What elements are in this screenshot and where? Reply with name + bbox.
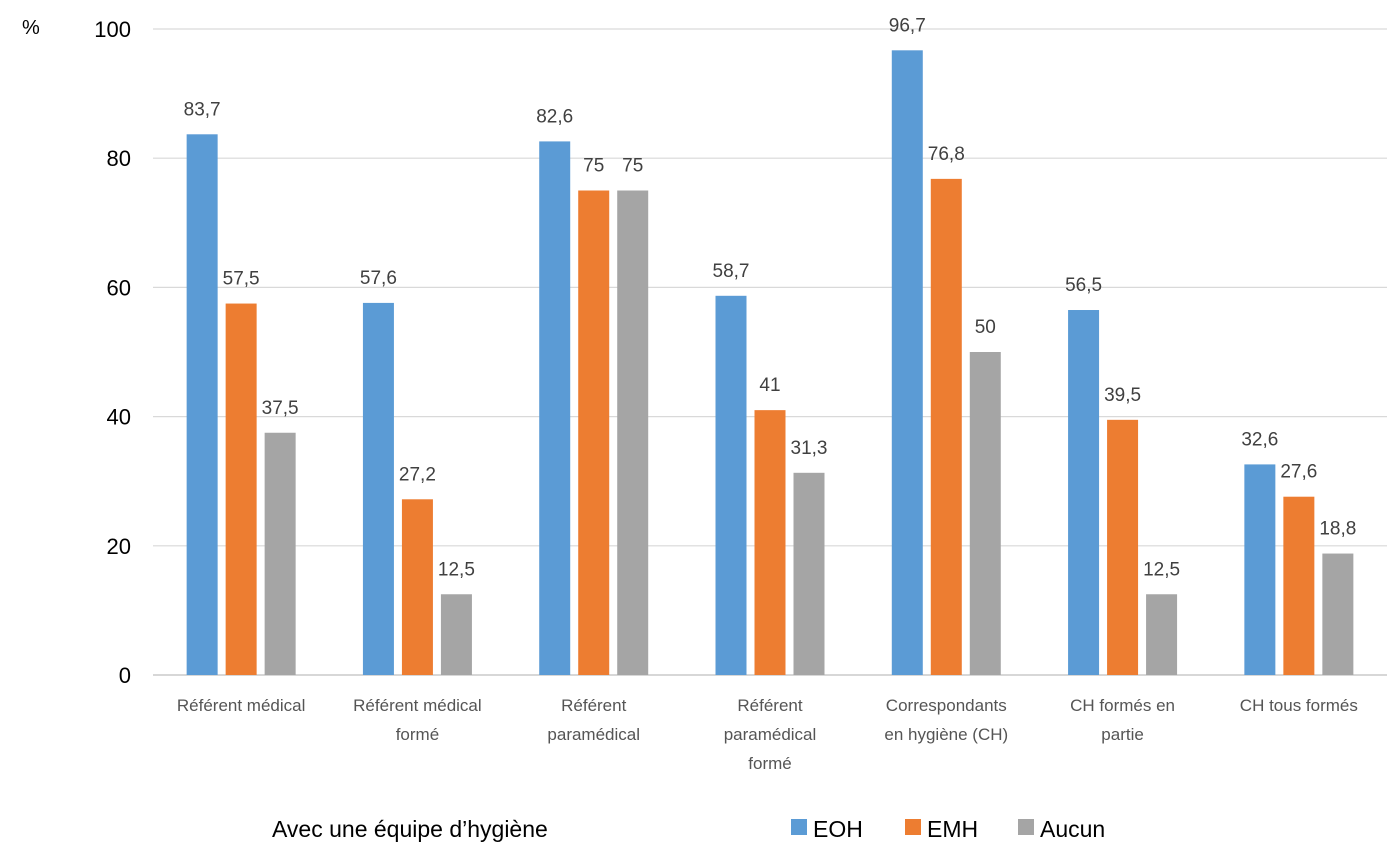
bars bbox=[186, 50, 1354, 676]
legend: Avec une équipe d’hygiène EOH EMH Aucun bbox=[272, 816, 1105, 842]
x-tick-label: Référent médical bbox=[177, 696, 306, 715]
data-label: 32,6 bbox=[1241, 429, 1278, 450]
data-label: 12,5 bbox=[1143, 559, 1180, 580]
bar-aucun bbox=[617, 190, 649, 675]
legend-swatch-aucun bbox=[1018, 819, 1034, 835]
data-label: 50 bbox=[975, 317, 996, 338]
bar-eoh bbox=[1068, 310, 1100, 675]
data-label: 18,8 bbox=[1319, 519, 1356, 540]
y-tick-label: 60 bbox=[107, 275, 131, 300]
bar-eoh bbox=[715, 295, 747, 675]
legend-caption: Avec une équipe d’hygiène bbox=[272, 816, 548, 842]
data-label: 75 bbox=[622, 156, 643, 177]
data-label: 37,5 bbox=[262, 398, 299, 419]
data-label: 56,5 bbox=[1065, 275, 1102, 296]
bar-eoh bbox=[539, 141, 571, 676]
x-tick-label: Correspondants en hygiène (CH) bbox=[884, 696, 1008, 744]
bar-eoh bbox=[186, 134, 218, 676]
data-label: 82,6 bbox=[536, 106, 573, 127]
y-axis: % 0 20 40 60 80 100 bbox=[22, 17, 131, 688]
legend-label-emh: EMH bbox=[927, 816, 978, 842]
bar-eoh bbox=[891, 50, 923, 676]
bar-aucun bbox=[793, 472, 825, 675]
y-tick-label: 80 bbox=[107, 146, 131, 171]
data-label: 96,7 bbox=[889, 15, 926, 36]
bar-aucun bbox=[440, 594, 472, 675]
bar-emh bbox=[1107, 419, 1139, 675]
bar-emh bbox=[930, 178, 962, 675]
data-labels: 83,7 57,5 37,5 57,6 27,2 12,5 82,6 75 75 58,7 41 31… bbox=[184, 15, 1357, 580]
data-label: 27,2 bbox=[399, 464, 436, 485]
x-tick-label: CH tous formés bbox=[1240, 696, 1358, 715]
legend-label-aucun: Aucun bbox=[1040, 816, 1105, 842]
data-label: 75 bbox=[583, 156, 604, 177]
y-axis-label: % bbox=[22, 17, 40, 39]
bar-emh bbox=[401, 499, 433, 675]
bar-eoh bbox=[362, 302, 394, 675]
x-tick-label: Référent paramédical formé bbox=[724, 696, 817, 773]
bar-eoh bbox=[1244, 464, 1276, 675]
x-axis: Référent médical Référent médical formé Réf… bbox=[177, 696, 1358, 773]
data-label: 39,5 bbox=[1104, 385, 1141, 406]
data-label: 57,5 bbox=[223, 269, 260, 290]
data-label: 12,5 bbox=[438, 559, 475, 580]
legend-swatch-emh bbox=[905, 819, 921, 835]
data-label: 57,6 bbox=[360, 268, 397, 289]
data-label: 58,7 bbox=[713, 261, 750, 282]
x-tick-label: Référent paramédical bbox=[547, 696, 640, 744]
bar-aucun bbox=[264, 432, 296, 675]
y-tick-label: 20 bbox=[107, 534, 131, 559]
x-tick-label: Référent médical formé bbox=[353, 696, 482, 744]
data-label: 27,6 bbox=[1280, 462, 1317, 483]
x-tick-label: CH formés en partie bbox=[1070, 696, 1175, 744]
data-label: 41 bbox=[759, 375, 780, 396]
bar-aucun bbox=[969, 352, 1001, 675]
data-label: 31,3 bbox=[791, 438, 828, 459]
y-tick-label: 0 bbox=[119, 663, 131, 688]
y-tick-label: 100 bbox=[94, 17, 131, 42]
legend-label-eoh: EOH bbox=[813, 816, 863, 842]
bar-emh bbox=[225, 303, 257, 675]
bar-emh bbox=[1283, 496, 1315, 675]
legend-swatch-eoh bbox=[791, 819, 807, 835]
data-label: 76,8 bbox=[928, 144, 965, 165]
bar-aucun bbox=[1146, 594, 1178, 675]
data-label: 83,7 bbox=[184, 99, 221, 120]
y-tick-label: 40 bbox=[107, 405, 131, 430]
bar-aucun bbox=[1322, 553, 1354, 675]
bar-emh bbox=[578, 190, 610, 675]
bar-emh bbox=[754, 410, 786, 675]
